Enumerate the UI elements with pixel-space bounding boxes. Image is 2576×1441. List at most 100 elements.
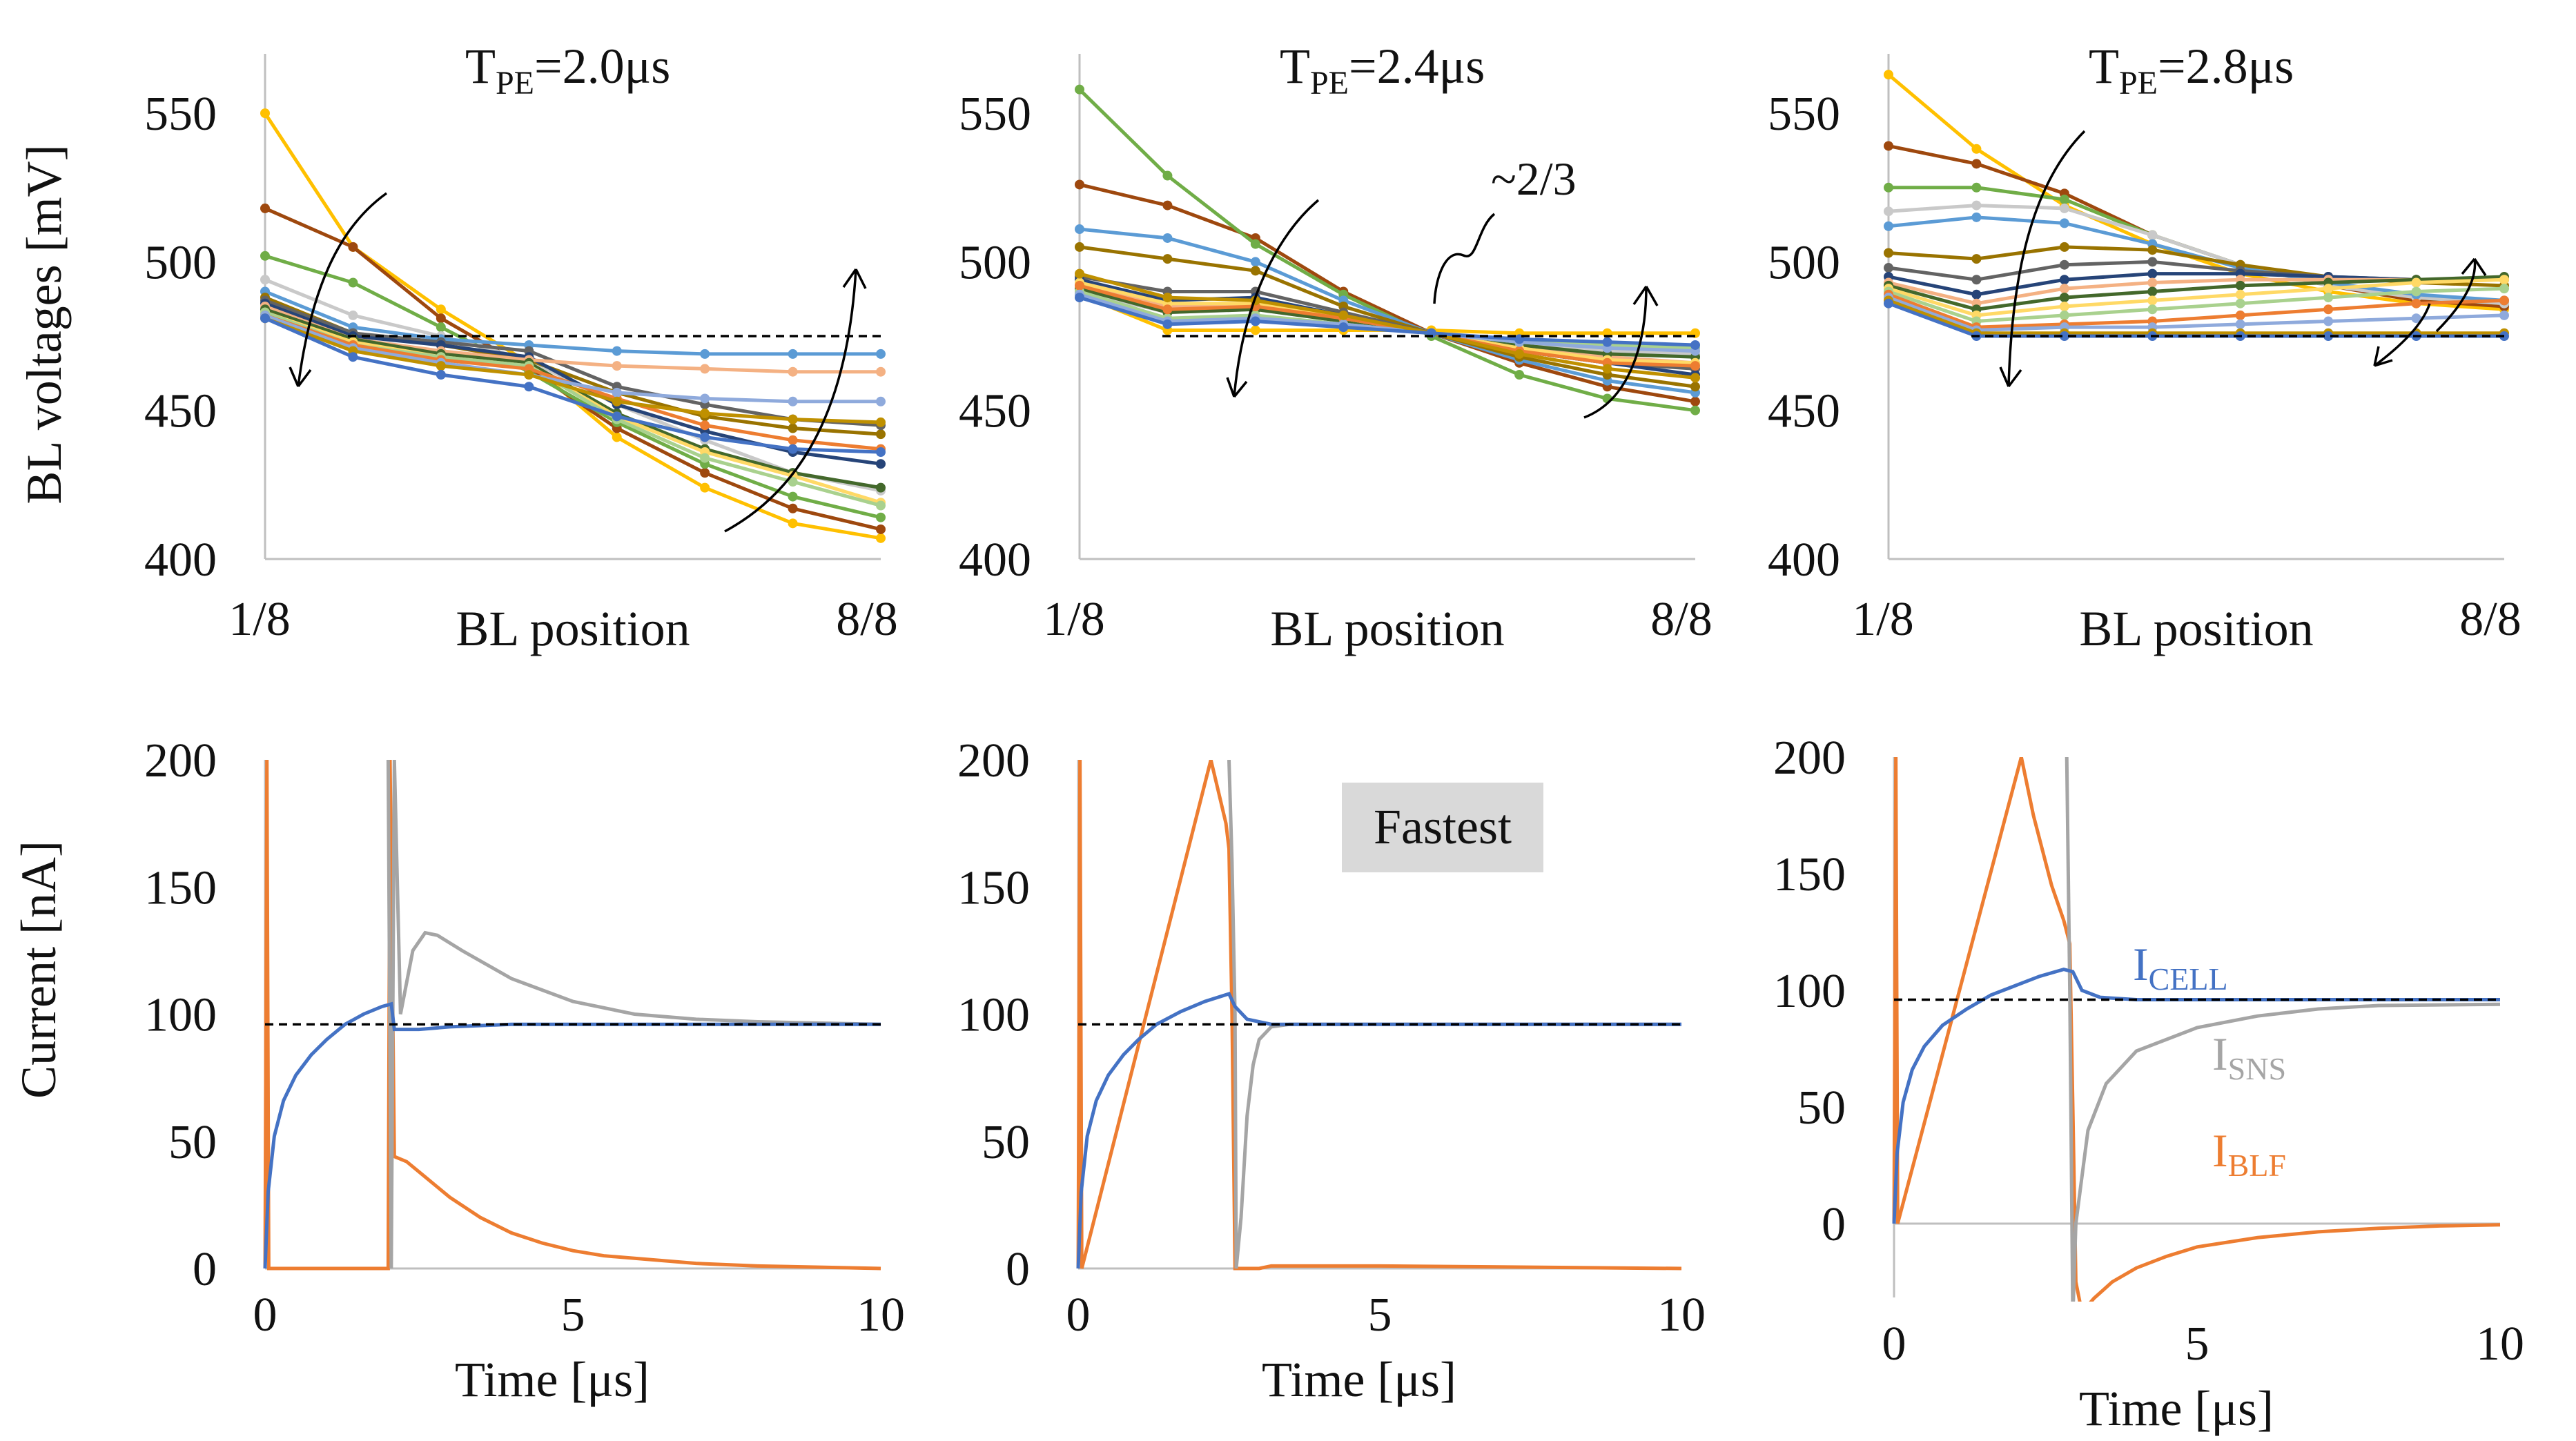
data-point [1602, 337, 1612, 347]
data-point [2499, 284, 2509, 294]
data-point [1075, 84, 1084, 95]
data-point [260, 203, 270, 213]
data-point [2059, 242, 2069, 252]
series-line [264, 313, 881, 404]
data-point [700, 349, 710, 359]
legend-label-sns: ISNS [2212, 1028, 2286, 1086]
series-line-sns [2065, 757, 2501, 1302]
y-tick-label: 550 [144, 88, 217, 141]
data-point [348, 352, 358, 362]
data-point [2235, 298, 2245, 308]
x-tick-label: 1/8 [228, 593, 290, 646]
data-point [876, 417, 886, 427]
x-axis-label: Time [μs] [1262, 1352, 1456, 1407]
title-subscript: PE [496, 65, 534, 101]
series-line [1888, 277, 2505, 317]
y-tick-label: 450 [959, 385, 1031, 438]
data-point [1338, 310, 1349, 320]
x-tick-label: 0 [253, 1288, 277, 1342]
data-point [1884, 206, 1893, 217]
x-tick-label: 10 [2476, 1317, 2524, 1371]
data-point [876, 396, 886, 406]
y-tick-label: 200 [957, 734, 1030, 787]
data-point [700, 468, 710, 478]
data-point [1602, 364, 1612, 374]
data-point [2059, 293, 2069, 303]
data-point [1884, 70, 1893, 80]
data-point [788, 491, 798, 502]
data-point [1884, 298, 1893, 308]
data-point [436, 304, 446, 315]
y-tick-label: 550 [1768, 88, 1840, 141]
data-point [876, 500, 886, 511]
x-axis-label: Time [μs] [455, 1352, 650, 1407]
data-point [1075, 293, 1084, 303]
data-point [1250, 266, 1260, 276]
bottom-y-axis-label: Current [nA] [11, 841, 66, 1099]
data-point [436, 313, 446, 324]
data-point [700, 420, 710, 431]
top-y-axis-label: BL voltages [mV] [17, 144, 72, 504]
data-point [2323, 304, 2334, 315]
data-point [2235, 319, 2245, 329]
data-point [2059, 218, 2069, 228]
series-line [264, 316, 881, 454]
data-point [2411, 277, 2421, 288]
data-point [1075, 179, 1084, 190]
data-point [1690, 361, 1700, 371]
data-point [700, 364, 710, 374]
data-point [788, 414, 798, 424]
legend-label-cell: ICELL [2133, 938, 2228, 997]
annotation-two-thirds: ~2/3 [1491, 153, 1577, 205]
data-point [524, 370, 534, 380]
data-point [612, 411, 622, 422]
series-line [1079, 272, 1696, 380]
data-point [2411, 286, 2421, 297]
data-point [700, 453, 710, 463]
data-point [1884, 221, 1893, 231]
series-line-blf [1076, 760, 1682, 1271]
data-point [876, 482, 886, 493]
data-point [1250, 316, 1260, 326]
x-tick-label: 5 [1368, 1288, 1392, 1342]
data-point [1690, 405, 1700, 415]
data-point [788, 366, 798, 377]
data-point [1075, 268, 1084, 279]
data-point [2147, 268, 2158, 279]
title-main: T [2089, 39, 2119, 94]
y-tick-label: 100 [1773, 965, 1846, 1018]
arrow-trend [2373, 303, 2431, 367]
data-point [612, 432, 622, 442]
data-point [1162, 200, 1173, 210]
series-line [1888, 259, 2504, 282]
data-point [2147, 257, 2158, 267]
data-point [1075, 280, 1084, 291]
series-line [1888, 293, 2505, 329]
x-tick-label: 8/8 [1650, 593, 1712, 646]
data-point [700, 409, 710, 419]
data-point [436, 322, 446, 333]
series-line [264, 290, 881, 356]
x-axis-label: BL position [456, 601, 690, 656]
data-point [436, 370, 446, 380]
data-point [1075, 242, 1084, 252]
series-line [264, 316, 881, 424]
data-point [1971, 254, 1982, 264]
data-point [1162, 319, 1173, 329]
data-point [1162, 304, 1173, 315]
data-point [1250, 257, 1260, 267]
panel-bottom-1: 0 50 100 150 200 0 5 10 Time [μs] [144, 734, 905, 1407]
series-line-cell [263, 1001, 881, 1269]
y-tick-label: 500 [1768, 236, 1840, 289]
arrow-trend [1999, 130, 2086, 388]
y-tick-label: 400 [144, 533, 217, 587]
data-point [876, 524, 886, 534]
series-line [1888, 275, 2505, 311]
arrow-trend [724, 268, 867, 533]
data-point [1884, 263, 1893, 273]
panel-title: TPE=2.4μs [1280, 39, 1485, 101]
data-point [2323, 316, 2334, 326]
data-point [1884, 248, 1893, 258]
data-point [2499, 275, 2509, 285]
